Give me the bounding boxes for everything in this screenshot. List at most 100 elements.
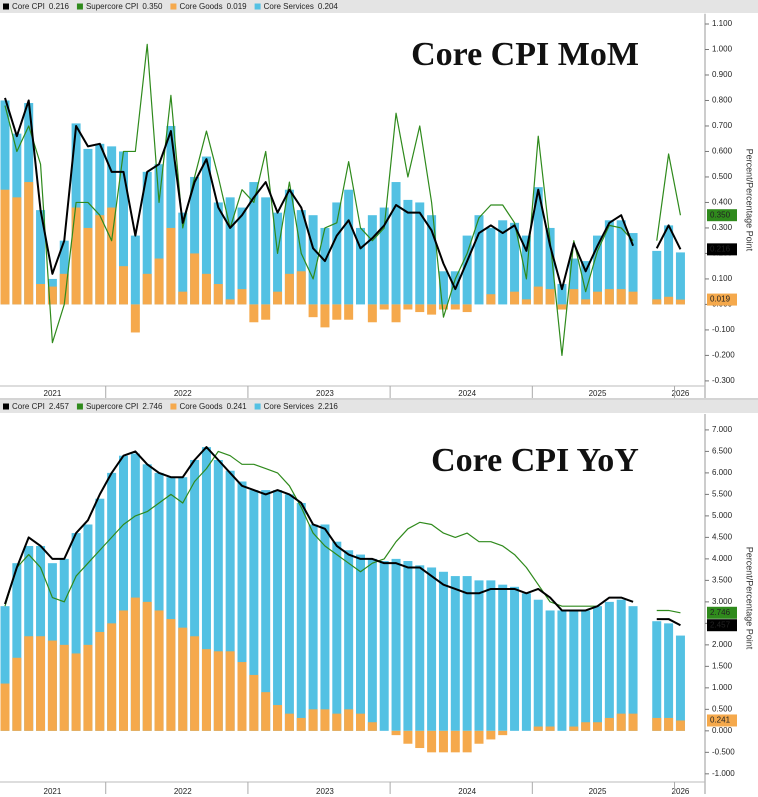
bar (142, 601, 152, 731)
bar (604, 717, 614, 731)
bar (107, 472, 117, 731)
legend-value: 2.216 (318, 402, 339, 411)
bar (391, 558, 401, 731)
x-tick-label: 2022 (174, 787, 192, 796)
bar (261, 490, 271, 731)
bar (593, 235, 602, 305)
bar (0, 606, 10, 731)
bar (308, 709, 318, 731)
bar (36, 636, 46, 731)
bar (616, 289, 626, 305)
legend-band (0, 400, 758, 413)
bar (510, 586, 520, 731)
legend-entry: Supercore CPI 2.746 (86, 402, 163, 411)
legend-name: Core CPI (12, 2, 45, 11)
legend-swatch (254, 3, 261, 10)
y-tick-label: 0.300 (712, 223, 733, 232)
last-value-label: 2.457 (710, 620, 731, 629)
bar (12, 197, 22, 305)
y-tick-label: 0.500 (712, 704, 733, 713)
bar (83, 644, 93, 731)
bar (486, 730, 496, 740)
legend-swatch (3, 403, 9, 410)
chart-title: Core CPI YoY (431, 442, 639, 479)
bar (652, 621, 662, 731)
bar (593, 606, 602, 731)
legend-swatch (3, 3, 9, 10)
bar (391, 304, 401, 323)
bar (427, 567, 437, 731)
y-tick-label: 6.500 (712, 447, 733, 456)
bar (438, 730, 448, 753)
bar (604, 601, 614, 731)
y-tick-label: 1.500 (712, 661, 733, 670)
bar (190, 636, 200, 731)
legend-entry: Core Services 2.216 (264, 402, 339, 411)
bar (664, 623, 674, 731)
y-tick-label: 5.000 (712, 511, 733, 520)
x-tick-label: 2024 (458, 787, 476, 796)
legend-swatch (170, 403, 177, 410)
bar (320, 304, 330, 328)
bar (450, 304, 460, 310)
bar (474, 215, 484, 305)
y-tick-label: 5.500 (712, 490, 733, 499)
bar (130, 235, 140, 305)
bar (308, 215, 318, 305)
bar (427, 730, 437, 753)
bar (569, 726, 579, 731)
bar (344, 550, 354, 731)
bar (71, 653, 81, 731)
bar (557, 610, 567, 731)
bar (403, 561, 413, 731)
bar (284, 713, 294, 731)
bar (107, 207, 117, 305)
bar (225, 651, 235, 731)
x-tick-label: 2021 (44, 389, 62, 398)
last-value-tag (707, 619, 737, 632)
bar (95, 498, 105, 731)
y-tick-label: 3.500 (712, 575, 733, 584)
bar (557, 284, 567, 305)
bar (261, 692, 271, 731)
legend-name: Core Goods (179, 2, 222, 11)
legend-name: Supercore CPI (86, 2, 138, 11)
bar (450, 730, 460, 753)
bar (581, 299, 591, 305)
bar (652, 250, 662, 305)
y-tick-label: 1.100 (712, 19, 733, 28)
bar (296, 717, 306, 731)
y-tick-label: 3.000 (712, 597, 733, 606)
y-tick-label: -0.200 (712, 351, 735, 360)
bar (95, 631, 105, 731)
bar (119, 455, 128, 731)
bar (616, 220, 626, 305)
y-tick-label: 2.000 (712, 640, 733, 649)
bar (652, 299, 662, 305)
bar (24, 636, 34, 731)
bar (154, 472, 164, 731)
bar (545, 610, 555, 731)
y-tick-label: 6.000 (712, 468, 733, 477)
last-value-label: 0.350 (710, 210, 731, 219)
bar (427, 304, 437, 315)
y-tick-label: -0.100 (712, 325, 735, 334)
y-tick-label: 0.000 (712, 726, 733, 735)
bar (249, 674, 259, 731)
legend-entry: Supercore CPI 0.350 (86, 2, 163, 11)
bar (367, 304, 377, 323)
bar (415, 202, 425, 305)
bar (273, 490, 283, 731)
bar (190, 253, 200, 305)
bar (675, 252, 685, 305)
bar (344, 189, 354, 305)
bar (225, 299, 235, 305)
bar (533, 286, 543, 305)
bar (569, 610, 579, 731)
bar (415, 304, 425, 313)
legend-name: Core CPI (12, 402, 45, 411)
last-value-label: 0.019 (710, 295, 731, 304)
bar (71, 207, 81, 305)
bar (83, 524, 93, 731)
